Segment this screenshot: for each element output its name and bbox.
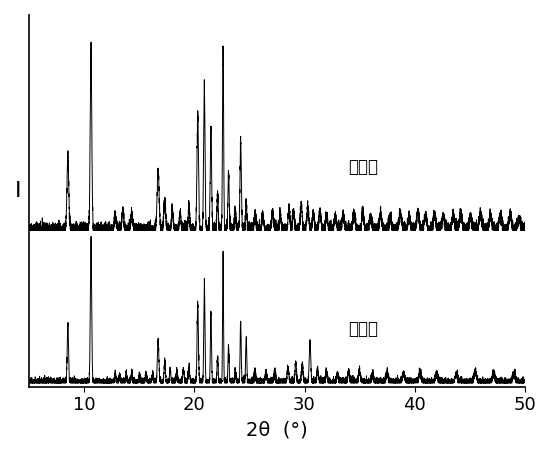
Y-axis label: I: I <box>15 181 21 201</box>
Text: 理论值: 理论值 <box>349 321 379 338</box>
X-axis label: 2θ  (°): 2θ (°) <box>246 420 308 439</box>
Text: 实验值: 实验值 <box>349 158 379 176</box>
